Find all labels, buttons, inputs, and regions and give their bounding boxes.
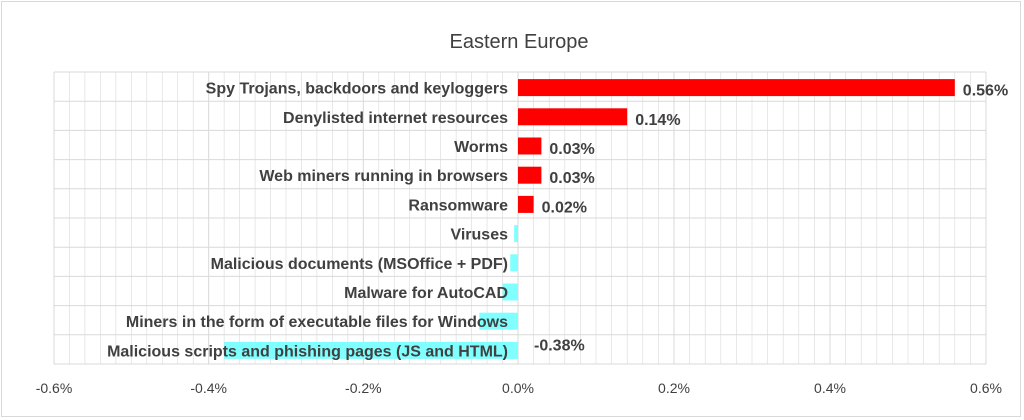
x-tick-label: -0.2% [345,380,382,396]
bar [510,254,518,272]
bar [518,166,542,184]
category-labels: Spy Trojans, backdoors and keyloggers Den… [107,81,508,361]
category-label: Miners in the form of executable files f… [126,314,508,331]
category-label: Worms [454,139,508,156]
data-label: 0.03% [549,141,594,158]
x-tick-label: 0.6% [970,380,1002,396]
bar-layer [224,79,955,359]
x-tick-label: -0.4% [190,380,227,396]
data-label: 0.03% [549,170,594,187]
bar [518,195,534,213]
bar [514,225,518,243]
bar [502,283,518,301]
data-label: 0.14% [635,112,680,129]
category-label: Malicious documents (MSOffice + PDF) [211,256,508,273]
category-label: Spy Trojans, backdoors and keyloggers [206,81,508,98]
category-label: Viruses [450,227,508,244]
bar [518,108,628,126]
bar [518,79,955,97]
bar [479,312,518,330]
chart-title: Eastern Europe [450,31,589,53]
category-label: Malware for AutoCAD [344,285,508,302]
category-label: Ransomware [408,197,508,214]
data-labels: 0.56% 0.14% 0.03% 0.03% 0.02% -0.38% [534,83,1008,355]
category-label: Web miners running in browsers [259,168,508,185]
x-axis-tick-labels: -0.6% -0.4% -0.2% 0.0% 0.2% 0.4% 0.6% [36,380,1002,396]
bar [518,137,542,155]
x-tick-label: 0.0% [502,380,534,396]
category-label: Denylisted internet resources [283,110,508,127]
data-label: -0.38% [534,337,585,354]
x-tick-label: -0.6% [36,380,73,396]
x-tick-label: 0.2% [658,380,690,396]
data-label: 0.02% [542,199,587,216]
grid-layer [53,71,987,365]
x-tick-label: 0.4% [814,380,846,396]
category-label: Malicious scripts and phishing pages (JS… [107,343,508,360]
data-label: 0.56% [963,83,1008,100]
bar [224,341,518,359]
